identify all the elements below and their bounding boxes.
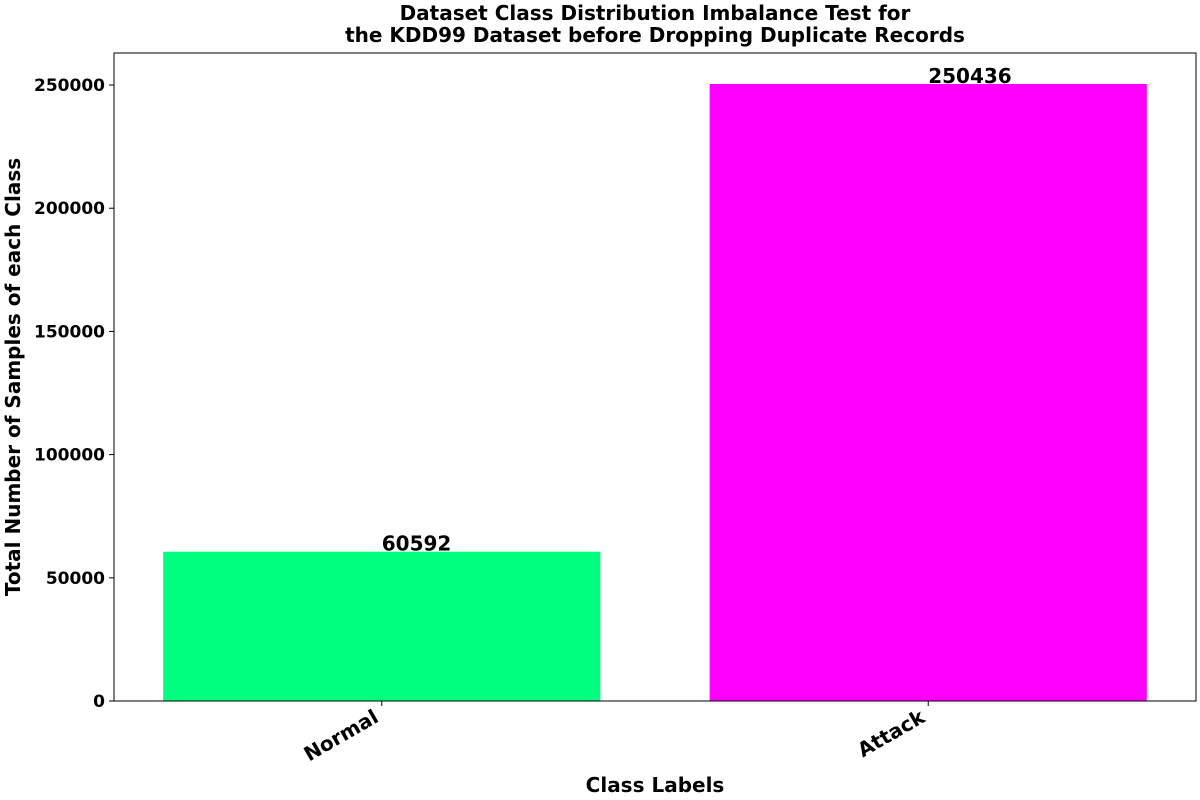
bars-group: [163, 83, 1147, 701]
y-tick-label-250000: 250000: [34, 76, 105, 96]
y-tick-label-200000: 200000: [34, 199, 105, 219]
y-tick-label-50000: 50000: [46, 569, 105, 589]
data-label-normal: 60592: [382, 532, 452, 556]
y-axis: 0 50000 100000 150000 200000 250000: [34, 76, 114, 712]
chart-title-line-2: the KDD99 Dataset before Dropping Duplic…: [345, 23, 965, 47]
plot-frame: [113, 52, 1197, 702]
bar-attack: [709, 83, 1147, 701]
x-axis: Normal Attack: [300, 701, 929, 767]
y-tick-label-150000: 150000: [34, 322, 105, 342]
y-axis-label: Total Number of Samples of each Class: [1, 158, 25, 596]
data-label-attack: 250436: [928, 64, 1012, 88]
chart-title: Dataset Class Distribution Imbalance Tes…: [345, 1, 965, 47]
plot-area: 60592 250436: [113, 52, 1197, 702]
bar-normal: [163, 551, 601, 701]
x-tick-label-attack: Attack: [853, 704, 929, 762]
x-tick-label-normal: Normal: [300, 705, 383, 767]
data-labels-group: 60592 250436: [382, 64, 1012, 556]
y-tick-label-100000: 100000: [34, 446, 105, 466]
chart-title-line-1: Dataset Class Distribution Imbalance Tes…: [400, 1, 911, 25]
x-axis-label: Class Labels: [586, 773, 725, 797]
y-tick-label-0: 0: [93, 692, 105, 712]
